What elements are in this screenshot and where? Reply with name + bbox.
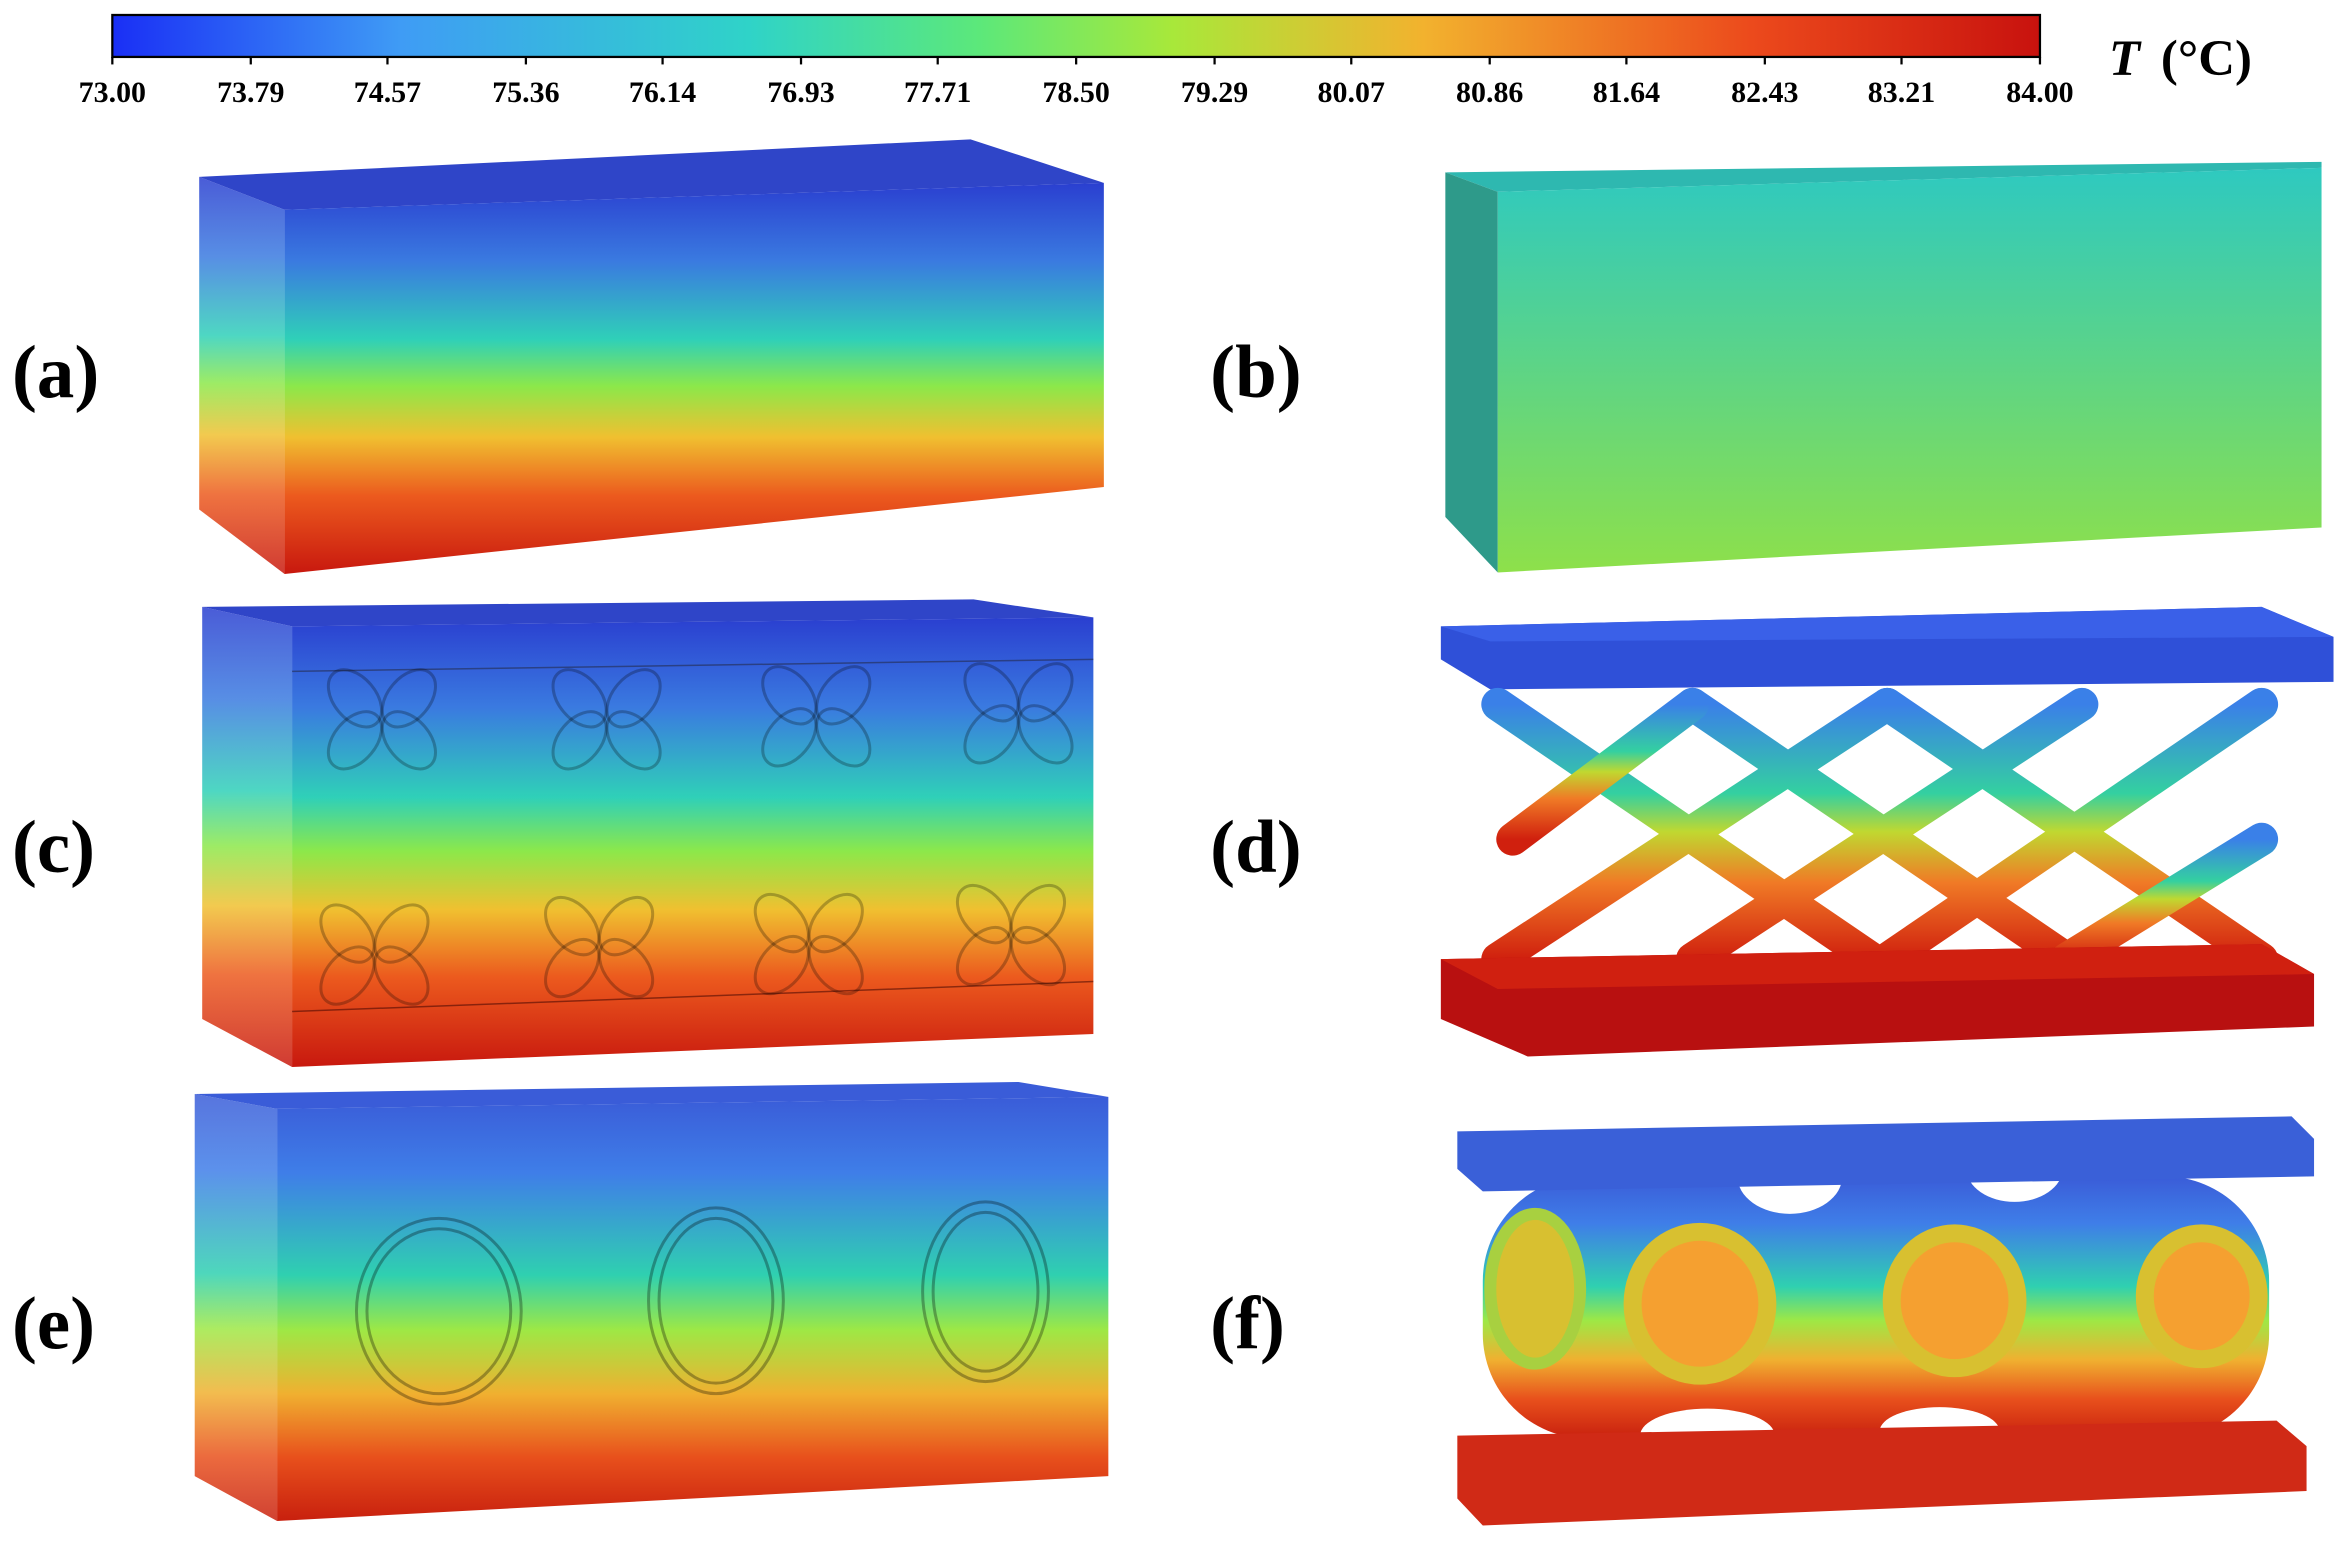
tick-label: 77.71 <box>904 76 971 109</box>
panel-label: (b) <box>1210 331 1302 414</box>
lattice-d <box>1440 606 2334 1057</box>
tick-label: 76.93 <box>767 76 834 109</box>
tick-label: 81.64 <box>1593 76 1660 109</box>
tick-label: 83.21 <box>1868 76 1935 109</box>
block-a <box>199 139 1104 574</box>
panel-label: (d) <box>1210 806 1302 889</box>
block-b <box>1445 161 2322 573</box>
tick-label: 84.00 <box>2006 76 2073 109</box>
tick-label: 80.07 <box>1318 76 1385 109</box>
colorbar-unit: (°C) <box>2161 31 2252 87</box>
panel-label: (a) <box>12 331 99 414</box>
tick-label: 73.00 <box>79 76 146 109</box>
block-c <box>202 599 1094 1067</box>
tick-label: 73.79 <box>217 76 284 109</box>
tick-label: 74.57 <box>354 76 421 109</box>
tpms-f <box>1457 1116 2315 1526</box>
tick-label: 79.29 <box>1181 76 1248 109</box>
tick-label: 75.36 <box>492 76 559 109</box>
tick-label: 76.14 <box>629 76 696 109</box>
panel-label: (c) <box>12 806 95 889</box>
colorbar-symbol: T <box>2109 31 2142 87</box>
colorbar-label: T (°C) <box>2109 31 2252 87</box>
panel-label: (e) <box>12 1283 95 1366</box>
tick-label: 78.50 <box>1042 76 1109 109</box>
panel-label: (f) <box>1210 1283 1285 1366</box>
block-e <box>194 1081 1109 1522</box>
colorbar <box>111 13 2042 59</box>
colorbar-ticks: 73.00 73.79 74.57 75.36 76.14 76.93 77.71 78.50… <box>79 56 2074 109</box>
tick-label: 82.43 <box>1731 76 1798 109</box>
tick-label: 80.86 <box>1456 76 1523 109</box>
